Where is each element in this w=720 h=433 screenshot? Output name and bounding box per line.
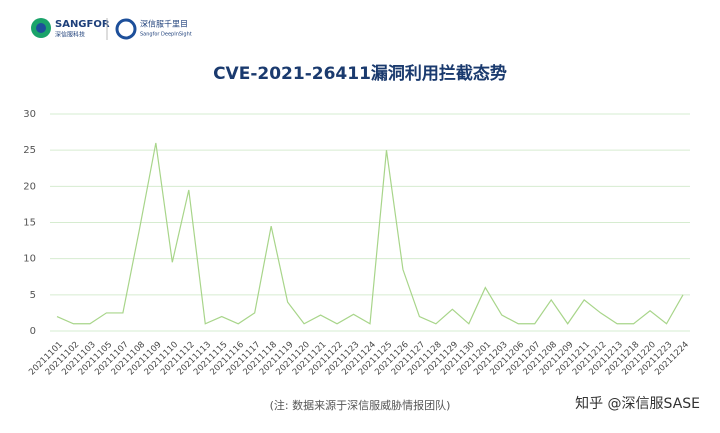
brand-sub: 深信服科技 [55,31,85,39]
product-sub: Sangfor DeepInSight [140,32,192,38]
chart-title: CVE-2021-26411漏洞利用拦截态势 [213,63,507,84]
watermark: 知乎 @深信服SASE [575,395,700,412]
logo-icon-inner [36,23,46,33]
brand-logo: SANGFOR 深信服科技 深信服千里目 Sangfor DeepInSight [31,18,192,40]
y-tick-label: 10 [23,254,36,265]
data-line [56,142,684,325]
y-tick-label: 25 [23,145,36,156]
y-tick-label: 5 [30,290,36,301]
y-tick-label: 15 [23,218,36,229]
y-tick-label: 30 [23,109,36,120]
product-icon [115,18,137,40]
brand: SANGFOR [55,19,110,30]
product: 深信服千里目 [140,19,188,29]
footnote: (注: 数据来源于深信服威胁情报团队) [270,398,451,412]
y-tick-label: 0 [30,326,36,337]
y-tick-label: 20 [23,181,36,192]
